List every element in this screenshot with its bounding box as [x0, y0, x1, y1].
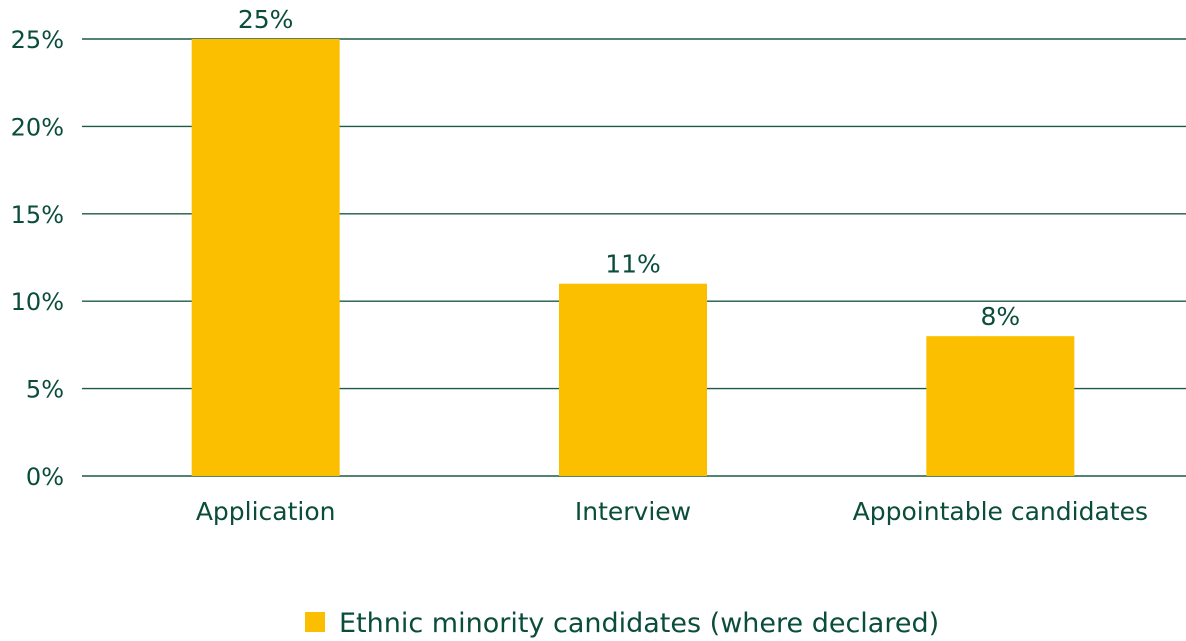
legend-swatch: [305, 612, 325, 632]
y-tick-label: 20%: [11, 113, 64, 141]
y-tick-label: 5%: [26, 376, 64, 404]
y-tick-label: 15%: [11, 201, 64, 229]
data-label: 11%: [605, 250, 661, 279]
bar: [191, 39, 340, 476]
x-tick-label: Interview: [575, 497, 691, 526]
x-axis-tick-labels: Application Interview Appointable candidat…: [196, 497, 1148, 526]
legend: Ethnic minority candidates (where declar…: [305, 608, 939, 639]
x-tick-label: Application: [196, 497, 336, 526]
data-label: 8%: [980, 302, 1020, 331]
data-labels: 25% 11% 8%: [238, 5, 1020, 331]
y-tick-label: 10%: [11, 288, 64, 316]
x-tick-label: Appointable candidates: [853, 497, 1148, 526]
data-label: 25%: [238, 5, 294, 34]
y-tick-label: 25%: [11, 26, 64, 54]
bar: [926, 336, 1075, 476]
legend-label: Ethnic minority candidates (where declar…: [339, 608, 939, 639]
bars: [191, 39, 1075, 476]
bar: [559, 283, 707, 476]
y-axis-tick-labels: 0% 5% 10% 15% 20% 25%: [11, 26, 64, 491]
y-tick-label: 0%: [26, 463, 64, 491]
